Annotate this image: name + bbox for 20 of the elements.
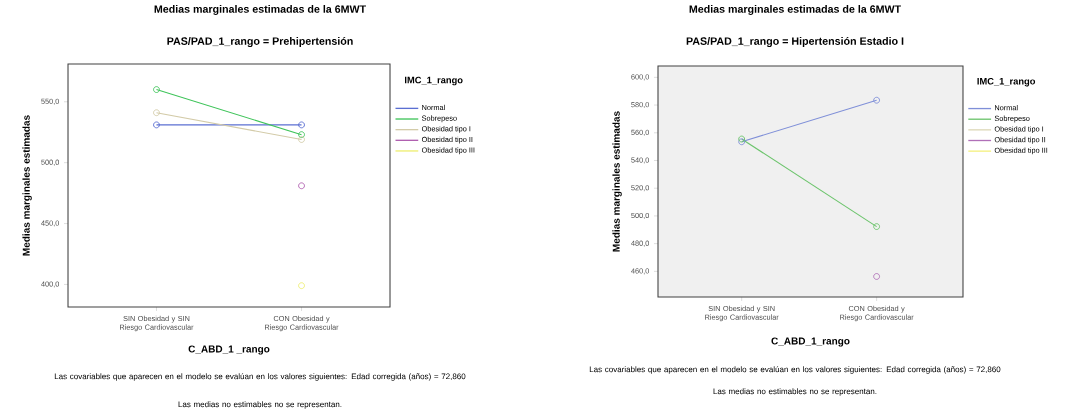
- text: Las medias no estimables no se representan.: [178, 401, 342, 409]
- point: [298, 131, 305, 138]
- point: [298, 121, 305, 129]
- text: Las covariables que aparecen en el modelo se evalúan en los valores siguientes: Edad corregida (años) = 72,860: [54, 373, 466, 381]
- text: Las covariables que aparecen en el modelo se evalúan en los valores siguientes: Edad corregida (años) = 72,860: [589, 366, 1001, 374]
- chart-subtitle: PAS/PAD_1_rango = Hipertensión Estadio I: [686, 36, 904, 47]
- point: [298, 182, 305, 190]
- y-axis-title: Medias marginales estimadas: [22, 115, 32, 256]
- chart-subtitle: PAS/PAD_1_rango = Prehipertensión: [167, 36, 353, 47]
- chart-title: Medias marginales estimadas de la 6MWT: [154, 4, 366, 15]
- legend-title: IMC_1_rango: [977, 77, 1036, 87]
- point: [873, 273, 881, 280]
- x-axis-title: C_ABD_1_rango: [771, 337, 850, 347]
- x-axis-title: C_ABD_1 _rango: [188, 345, 270, 355]
- text: Las medias no estimables no se representan.: [713, 388, 877, 396]
- y-axis-title: Medias marginales estimadas: [612, 111, 622, 252]
- point: [298, 282, 305, 289]
- point: [298, 136, 305, 143]
- legend-title: IMC_1_rango: [405, 76, 463, 86]
- chart-title: Medias marginales estimadas de la 6MWT: [689, 4, 901, 15]
